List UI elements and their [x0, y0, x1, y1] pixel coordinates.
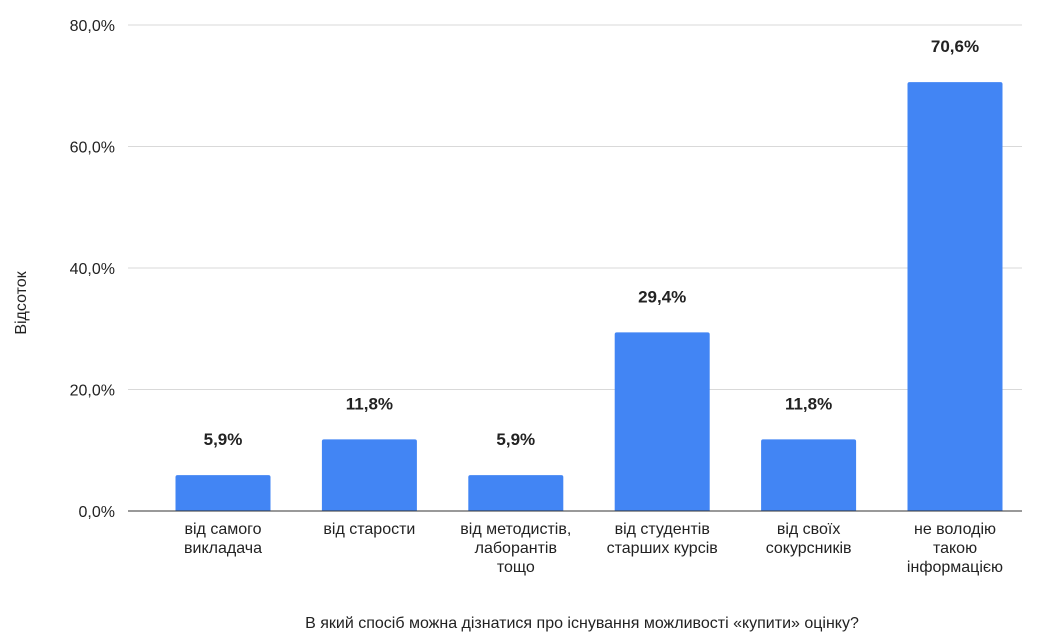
y-tick-label: 0,0% [79, 504, 115, 521]
x-tick-label: не володію такою інформацією [907, 521, 1003, 576]
x-tick-label-line: лаборантів [475, 540, 557, 557]
x-tick-label: від методистів, лаборантів тощо [460, 521, 571, 576]
data-label: 11,8% [346, 394, 393, 413]
bars [175, 82, 1003, 511]
y-tick-label: 80,0% [70, 18, 115, 35]
bar [321, 439, 417, 511]
bar [614, 332, 710, 511]
data-label: 29,4% [638, 287, 686, 306]
bar [175, 475, 271, 511]
y-tick-label: 40,0% [70, 261, 115, 278]
x-tick-label-line: інформацією [907, 559, 1003, 576]
y-tick-label: 20,0% [70, 383, 115, 400]
bar [761, 439, 857, 511]
x-tick-label: від студентів старших курсів [607, 521, 718, 557]
x-tick-label: від самого викладача [184, 521, 262, 557]
x-tick-label: від старости [323, 521, 415, 538]
gridlines [128, 24, 1022, 390]
x-tick-label-line: сокурсників [766, 540, 852, 557]
bar [907, 82, 1003, 511]
y-tick-label: 60,0% [70, 140, 115, 157]
x-tick-label-line: старших курсів [607, 540, 718, 557]
x-tick-label-line: не володію [914, 521, 996, 538]
x-tick-label-line: від самого [184, 521, 261, 538]
x-tick-label-line: викладача [184, 540, 262, 557]
y-axis-title: Відсоток [13, 270, 30, 334]
x-tick-label-line: від студентів [615, 521, 710, 538]
x-tick-label-line: тощо [497, 559, 535, 576]
x-axis-title: В який спосіб можна дізнатися про існува… [305, 615, 859, 632]
x-tick-label-line: від старости [323, 521, 415, 538]
data-label: 5,9% [204, 430, 243, 449]
data-label: 5,9% [496, 430, 535, 449]
data-label: 70,6% [931, 37, 979, 56]
x-tick-label-line: такою [933, 540, 977, 557]
labels: 0,0% 20,0% 40,0% 60,0% 80,0% 5,9% від самого ви… [70, 18, 1003, 576]
data-label: 11,8% [785, 394, 832, 413]
bar [468, 475, 564, 511]
x-tick-label-line: від методистів, [460, 521, 571, 538]
x-tick-label: від своїх сокурсників [766, 521, 852, 557]
x-tick-label-line: від своїх [777, 521, 841, 538]
